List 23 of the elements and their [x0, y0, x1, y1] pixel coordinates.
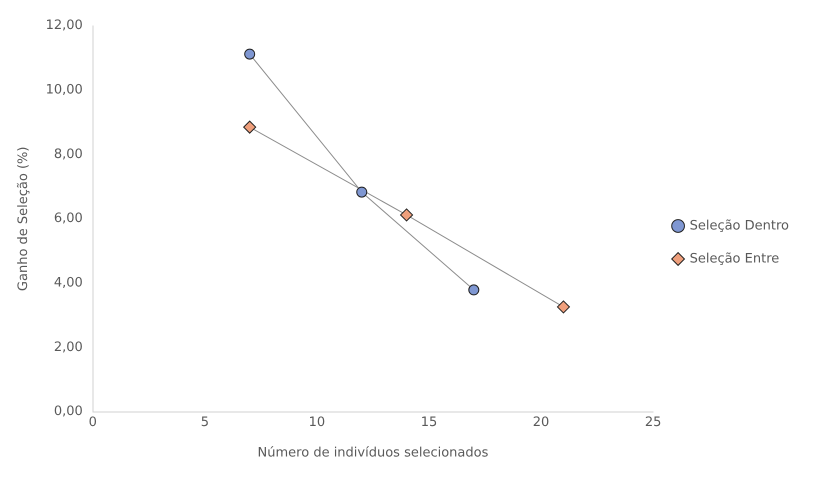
point	[468, 284, 480, 296]
y-tick-label: 12,00	[46, 18, 83, 34]
point	[400, 208, 414, 222]
y-tick-label: 10,00	[46, 82, 83, 98]
point	[244, 48, 256, 60]
x-tick-label: 0	[88, 414, 97, 430]
y-axis-title: Ganho de Seleção (%)	[16, 146, 32, 292]
x-tick-label: 20	[532, 414, 550, 430]
x-tick-label: 10	[308, 414, 326, 430]
x-tick-label: 5	[200, 414, 210, 430]
point	[243, 120, 256, 134]
point	[356, 186, 368, 198]
y-tick-label: 2,00	[54, 340, 83, 355]
x-tick-label: 25	[644, 414, 662, 430]
y-tick-label: 4,00	[54, 276, 83, 291]
x-tick-label: 15	[420, 414, 438, 430]
y-tick-label: 8,00	[54, 146, 83, 162]
legend-label: Seleção Entre	[690, 251, 780, 266]
y-tick-label: 0,00	[54, 404, 83, 420]
point	[556, 300, 570, 314]
legend-label: Seleção Dentro	[690, 218, 790, 234]
y-tick-label: 6,00	[54, 211, 83, 226]
x-axis-title: Número de indivíduos selecionados	[258, 446, 489, 461]
